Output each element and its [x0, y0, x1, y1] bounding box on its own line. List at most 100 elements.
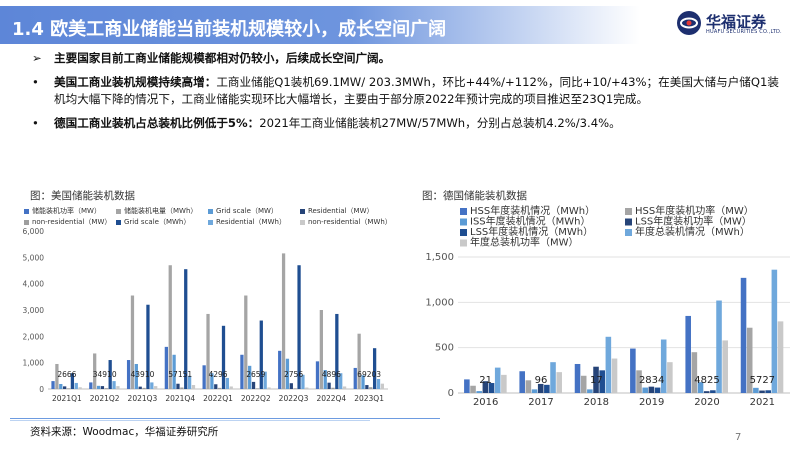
- bar: [525, 380, 532, 393]
- bar: [301, 374, 305, 389]
- us-storage-chart: 储能装机功率（MW） 储能装机电量（MWh） Grid scale（MW） Resid…: [23, 206, 392, 403]
- bar: [176, 383, 180, 389]
- y-tick-label: 500: [435, 343, 454, 354]
- bar: [685, 315, 691, 393]
- bar: [716, 300, 722, 393]
- y-tick-label: 6,000: [23, 227, 45, 236]
- bullet-text: 2021年工商业储能装机27MW/57MWh，分别占总装机4.2%/3.4%。: [259, 115, 621, 130]
- legend-label: Grid scale（MW）: [216, 207, 278, 215]
- bullet-list: ➢ 主要国家目前工商业储能规模都相对仍较小，后续成长空间广阔。 • 美国工商业装…: [30, 50, 790, 138]
- bar: [361, 375, 365, 389]
- bullet-bold: 德国工商业装机占总装机比例低于5%：: [54, 115, 260, 130]
- y-tick-label: 1,000: [425, 297, 454, 308]
- bar: [380, 383, 384, 389]
- bar: [630, 348, 636, 393]
- bar: [376, 378, 381, 389]
- data-label: 34910: [93, 370, 117, 379]
- legend-swatch: [460, 239, 467, 247]
- data-label: 2659: [246, 370, 265, 379]
- bar: [66, 388, 71, 389]
- bar: [335, 313, 339, 389]
- data-label: 2666: [57, 370, 76, 379]
- bar: [214, 384, 218, 389]
- legend-swatch: [625, 218, 632, 226]
- bullet-item: • 德国工商业装机占总装机比例低于5%：2021年工商业储能装机27MW/57M…: [30, 115, 790, 133]
- bar: [636, 370, 642, 393]
- legend-swatch: [116, 220, 121, 225]
- company-logo: 华福证券 HUAFU SECURITIES CO.,LTD.: [676, 8, 794, 38]
- bar: [289, 383, 293, 389]
- legend-swatch: [460, 218, 467, 226]
- bar: [357, 333, 361, 389]
- bar: [464, 379, 470, 393]
- bar: [255, 388, 260, 389]
- bar: [771, 269, 778, 393]
- bar: [55, 363, 59, 389]
- bar: [172, 354, 176, 389]
- bar: [342, 386, 347, 389]
- legend-label: non-residential（MW）: [32, 218, 111, 226]
- bottom-rule: [10, 418, 440, 419]
- bar: [660, 339, 667, 393]
- bar: [556, 372, 562, 393]
- x-tick-label: 2021Q1: [52, 394, 82, 403]
- bullet-bold: 主要国家目前工商业储能规模都相对仍较小，后续成长空间广阔。: [54, 51, 391, 65]
- bar: [691, 352, 698, 393]
- x-tick-label: 2022Q1: [203, 394, 233, 403]
- bar: [126, 360, 131, 389]
- bar: [697, 382, 704, 393]
- bar: [501, 374, 507, 393]
- bar: [488, 383, 495, 393]
- bar: [206, 313, 210, 389]
- legend-swatch: [208, 209, 213, 214]
- bar: [544, 384, 550, 393]
- bar: [476, 391, 482, 393]
- x-tick-label: 2021: [750, 397, 775, 408]
- legend-label: 年度总装机功率（MW）: [470, 236, 579, 249]
- x-tick-label: 2021Q2: [90, 394, 120, 403]
- bar: [703, 391, 710, 393]
- legend-label: HSS年度装机情况（MWh）: [470, 204, 595, 217]
- bar: [70, 373, 75, 389]
- bar: [593, 366, 599, 393]
- bar: [470, 385, 476, 393]
- title-banner: [0, 6, 640, 44]
- bar: [293, 388, 297, 389]
- bar: [305, 387, 309, 389]
- bar: [244, 295, 248, 389]
- bar: [297, 265, 301, 389]
- legend-swatch: [208, 220, 213, 225]
- x-tick-label: 2016: [473, 397, 498, 408]
- legend-label: 年度总装机情况（MWh）: [635, 225, 750, 238]
- bar: [759, 390, 765, 393]
- x-tick-label: 2020: [694, 397, 719, 408]
- bar: [202, 365, 206, 389]
- bar: [104, 388, 108, 389]
- bullet-item: • 美国工商业装机规模持续高增：工商业储能Q1装机69.1MW/ 203.3MW…: [30, 74, 790, 109]
- data-label: 21: [479, 375, 492, 386]
- bar: [323, 370, 327, 389]
- bar: [134, 363, 138, 389]
- legend-swatch: [24, 220, 29, 225]
- bar: [218, 387, 222, 389]
- bar: [605, 336, 612, 393]
- bar: [740, 277, 747, 393]
- y-tick-label: 1,000: [23, 359, 45, 368]
- bar: [365, 385, 369, 389]
- bar: [654, 387, 661, 393]
- y-tick-label: 5,000: [23, 253, 45, 262]
- bar: [331, 387, 335, 389]
- bar: [221, 325, 226, 389]
- bar: [537, 383, 544, 393]
- bullet-bold: 美国工商业装机规模持续高增：: [54, 74, 217, 89]
- bar: [51, 381, 55, 389]
- legend-swatch: [460, 229, 467, 236]
- bar: [353, 367, 357, 389]
- page-number: 7: [735, 432, 742, 443]
- y-tick-label: 1,500: [425, 252, 454, 263]
- logo-subtitle: HUAFU SECURITIES CO.,LTD.: [706, 29, 782, 35]
- bar: [96, 385, 101, 389]
- bar: [710, 390, 716, 393]
- bar: [138, 386, 142, 389]
- legend-label: 储能装机功率（MW）: [32, 206, 101, 215]
